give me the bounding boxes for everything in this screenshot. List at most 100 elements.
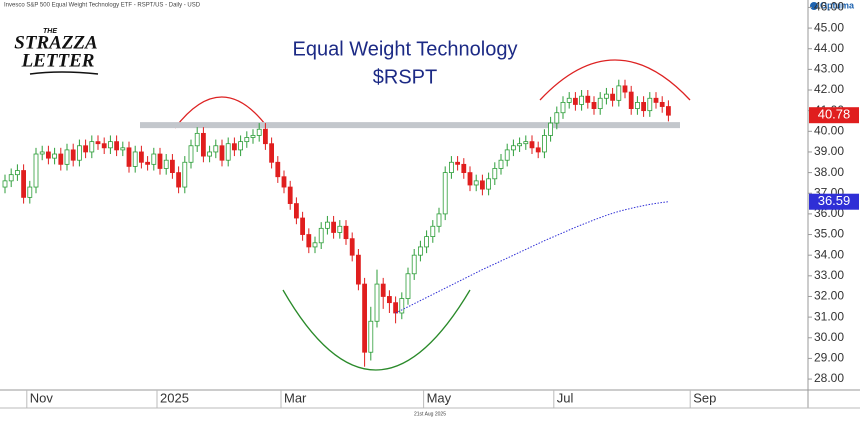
- candle-body: [610, 93, 615, 101]
- candle-body: [132, 151, 138, 167]
- candle-body: [399, 298, 405, 314]
- logo: THE STRAZZA LETTER: [14, 28, 99, 75]
- candle-body: [46, 151, 51, 159]
- y-tick-label: 44.00: [814, 41, 844, 55]
- candle-body: [182, 161, 188, 188]
- y-tick-label: 30.00: [814, 330, 844, 344]
- candle-body: [225, 143, 231, 161]
- candle-body: [405, 273, 411, 299]
- candle-body: [479, 180, 485, 190]
- candle-body: [368, 320, 374, 353]
- y-tick-label: 31.00: [814, 309, 844, 323]
- last-value-box: [809, 193, 859, 210]
- candle-body: [635, 102, 640, 109]
- candle-body: [176, 172, 182, 188]
- brand: Optuma: [820, 0, 855, 10]
- candle-body: [312, 242, 318, 248]
- candle-body: [448, 161, 454, 173]
- candle-body: [641, 102, 646, 112]
- candle-body: [653, 97, 659, 103]
- y-tick-label: 45.00: [814, 20, 844, 34]
- candle-body: [275, 161, 281, 178]
- candle-body: [14, 170, 20, 176]
- last-value-label: 40.78: [818, 107, 851, 122]
- candle-body: [52, 153, 57, 159]
- x-tick-label: 2025: [160, 390, 189, 405]
- candle-body: [64, 149, 70, 165]
- y-tick-label: 34.00: [814, 247, 844, 261]
- candle-body: [269, 143, 275, 163]
- y-tick-label: 39.00: [814, 144, 844, 158]
- candle-body: [138, 151, 144, 163]
- candle-body: [517, 143, 522, 147]
- y-tick-label: 35.00: [814, 227, 844, 241]
- resistance-band: [140, 122, 680, 129]
- candle-body: [21, 170, 27, 198]
- candle-body: [33, 153, 39, 188]
- candle-body: [207, 151, 213, 157]
- y-tick-label: 32.00: [814, 289, 844, 303]
- candle-body: [318, 227, 324, 244]
- candle-body: [597, 97, 603, 109]
- candle-body: [510, 145, 516, 151]
- candle-body: [39, 151, 45, 155]
- candle-body: [492, 168, 498, 180]
- candle-body: [554, 112, 560, 124]
- x-tick-label: May: [427, 390, 452, 405]
- candle-body: [566, 97, 572, 103]
- candle-body: [126, 147, 132, 167]
- candle-body: [8, 174, 14, 182]
- x-tick-label: Mar: [284, 390, 307, 405]
- candle-body: [436, 213, 442, 227]
- candle-body: [163, 159, 169, 169]
- candle-body: [467, 172, 473, 186]
- y-tick-label: 38.00: [814, 165, 844, 179]
- candle-body: [300, 217, 306, 235]
- candle-body: [250, 135, 256, 138]
- candle-body: [83, 145, 88, 153]
- candle-body: [343, 225, 349, 240]
- candle-body: [529, 141, 535, 149]
- candle-body: [287, 186, 293, 204]
- chart-subtitle: $RSPT: [373, 66, 437, 88]
- candle-body: [498, 159, 504, 169]
- candle-body: [349, 238, 355, 256]
- candle-body: [585, 95, 591, 103]
- candle-body: [386, 296, 392, 304]
- last-value-label: 36.59: [818, 193, 851, 208]
- candle-body: [455, 161, 461, 165]
- candle-body: [120, 147, 126, 151]
- candle-body: [27, 186, 33, 198]
- candle-body: [374, 283, 380, 322]
- candle-body: [70, 149, 76, 161]
- candle-body: [616, 85, 622, 101]
- candle-body: [151, 153, 157, 165]
- candle-body: [188, 145, 194, 163]
- candle-body: [430, 225, 436, 238]
- candle-body: [213, 145, 219, 153]
- candle-body: [486, 178, 492, 190]
- candle-body: [548, 122, 553, 136]
- x-tick-label: Jul: [557, 390, 574, 405]
- y-tick-label: 33.00: [814, 268, 844, 282]
- candle-body: [647, 97, 653, 112]
- candle-body: [473, 180, 479, 186]
- candle-body: [306, 234, 312, 248]
- top-arc: [174, 96, 269, 129]
- candle-body: [157, 153, 163, 169]
- logo-bottom: LETTER: [21, 50, 95, 71]
- candle-body: [622, 85, 628, 93]
- top-arc: [539, 59, 691, 101]
- logo-pen: [29, 71, 99, 75]
- y-tick-label: 40.00: [814, 123, 844, 137]
- moving-average: [395, 201, 669, 314]
- candle-body: [628, 91, 634, 109]
- candle-body: [504, 149, 510, 161]
- candle-body: [77, 145, 82, 161]
- candle-body: [324, 221, 330, 229]
- candle-body: [591, 102, 597, 109]
- header: Invesco S&P 500 Equal Weight Technology …: [4, 3, 201, 9]
- candle-body: [169, 159, 175, 173]
